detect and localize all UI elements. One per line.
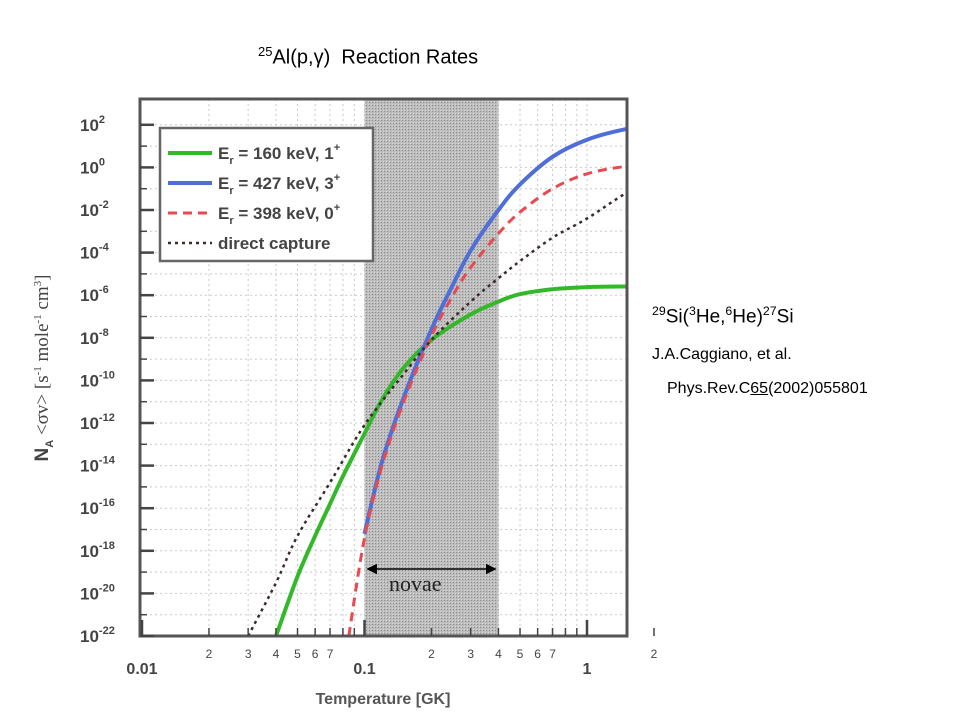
y-tick-label: 10-8	[80, 327, 109, 348]
novae-label: novae	[389, 571, 442, 596]
y-tick-label: 10-22	[80, 625, 115, 646]
y-tick-label: 10-10	[80, 369, 115, 390]
grid-lines	[140, 99, 627, 636]
plot-frame	[138, 97, 629, 638]
x-minor-tick-label: 3	[467, 647, 474, 661]
x-axis-label: Temperature [GK]	[316, 691, 451, 708]
x-minor-tick-label: 4	[273, 647, 280, 661]
x-tick-label: 0.1	[353, 661, 375, 678]
x-tick-label: 1	[583, 661, 592, 678]
x-minor-tick-label: 6	[312, 647, 319, 661]
x-minor-tick-label: 7	[327, 647, 334, 661]
slide-title: 25Al(p,γ) Reaction Rates	[258, 44, 479, 69]
series-line-0	[274, 284, 627, 636]
y-tick-label: 10-18	[80, 540, 115, 561]
x-minor-tick-label: 2	[428, 647, 435, 661]
legend-label-1: Er = 427 keV, 3+	[218, 172, 340, 197]
chart-legend: Er = 160 keV, 1+ Er = 427 keV, 3+ Er = 398…	[158, 126, 375, 263]
legend-label-0: Er = 160 keV, 1+	[218, 142, 340, 167]
x-tick-label: 0.01	[126, 661, 157, 678]
series-layer	[247, 126, 627, 636]
x-minor-tick-label: 5	[517, 647, 524, 661]
reaction-label: 29Si(3He,6He)27Si	[652, 304, 794, 328]
y-tick-label: 10-12	[80, 412, 115, 433]
y-tick-label: 10-16	[80, 497, 115, 518]
x-minor-tick-label: 2	[206, 647, 213, 661]
y-tick-label: 10-4	[80, 242, 110, 263]
y-tick-label: 10-6	[80, 284, 109, 305]
svg-text:NA <σv> [s-1 mole-1 cm3]: NA <σv> [s-1 mole-1 cm3]	[32, 275, 56, 462]
x-minor-tick-label: 7	[549, 647, 556, 661]
x-minor-tick-label: 6	[534, 647, 541, 661]
legend-label-2: Er = 398 keV, 0+	[218, 202, 340, 227]
novae-annotation: novae	[366, 563, 497, 596]
x-minor-tick-label: 4	[495, 647, 502, 661]
journal-citation: Phys.Rev.C65(2002)055801	[667, 380, 868, 397]
y-axis-label: NA <σv> [s-1 mole-1 cm3]	[32, 275, 56, 462]
x-minor-tick-label: 5	[294, 647, 301, 661]
y-tick-label: 102	[80, 114, 105, 135]
axis-ticks: 0.01 0.1 12 3 4 5 6 7 2 3 4 5 6 7 210210010-210-410-61…	[80, 114, 658, 678]
y-tick-label: 10-14	[80, 455, 116, 476]
y-tick-label: 100	[80, 156, 105, 177]
y-tick-label: 10-20	[80, 582, 115, 603]
novae-shaded-region	[364, 99, 499, 636]
x-minor-tick-label: 2	[651, 647, 658, 661]
series-line-2	[347, 164, 627, 636]
legend-label-3: direct capture	[218, 234, 330, 253]
legend-box	[158, 126, 375, 263]
y-tick-label: 10-2	[80, 199, 109, 220]
author-citation: J.A.Caggiano, et al.	[652, 346, 792, 363]
x-minor-tick-label: 3	[245, 647, 252, 661]
